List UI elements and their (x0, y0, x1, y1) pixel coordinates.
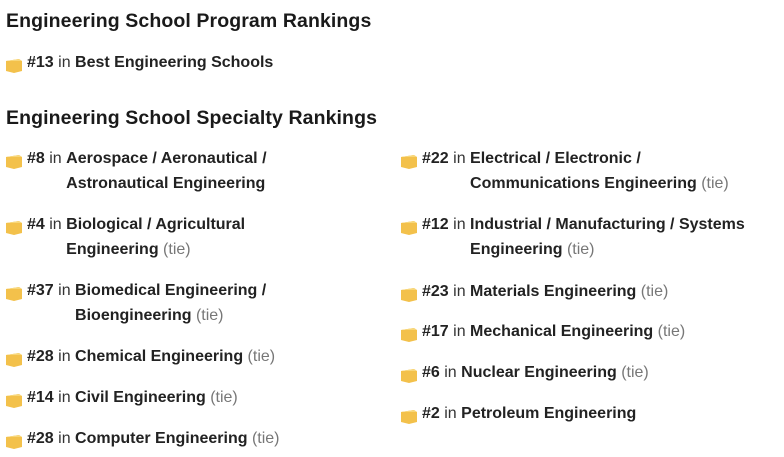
ranking-name[interactable]: Best Engineering Schools (75, 50, 273, 75)
in-label: in (439, 405, 462, 422)
tie-label: (tie) (621, 364, 649, 381)
ranking-badge-icon (6, 432, 22, 449)
ranking-name-text[interactable]: Petroleum Engineering (461, 405, 637, 422)
tie-label: (tie) (566, 241, 595, 258)
ranking-name[interactable]: Nuclear Engineering (tie) (461, 360, 649, 385)
in-label: in (53, 389, 76, 406)
ranking-badge-icon (401, 152, 417, 169)
tie-label: (tie) (210, 389, 238, 406)
tie-label: (tie) (195, 307, 224, 324)
ranking-badge-icon (6, 56, 22, 73)
ranking-badge-icon (6, 152, 22, 169)
specialty-ranking-item: #17 in Mechanical Engineering (tie) (401, 319, 685, 344)
ranking-name-text[interactable]: Biomedical Engineering / Bioengineering (75, 282, 267, 324)
ranking-name-text[interactable]: Biological / Agricultural Engineering (66, 216, 246, 258)
ranking-name[interactable]: Electrical / Electronic / Communications… (470, 146, 770, 196)
rank-number: #37 (27, 282, 54, 299)
in-label: in (439, 364, 462, 381)
ranking-name[interactable]: Industrial / Manufacturing / Systems Eng… (470, 212, 770, 262)
ranking-name-text[interactable]: Industrial / Manufacturing / Systems Eng… (470, 216, 745, 258)
specialty-ranking-item: #2 in Petroleum Engineering (401, 401, 636, 426)
rank-number: #22 (422, 150, 449, 167)
specialty-ranking-item: #22 in Electrical / Electronic / Communi… (401, 146, 770, 196)
ranking-name[interactable]: Petroleum Engineering (461, 401, 636, 426)
rank-number: #12 (422, 216, 449, 233)
ranking-name-text[interactable]: Materials Engineering (470, 283, 637, 300)
tie-label: (tie) (251, 430, 280, 447)
ranking-badge-icon (401, 285, 417, 302)
ranking-badge-icon (6, 350, 22, 367)
program-ranking-item: #13 in Best Engineering Schools (6, 50, 273, 75)
in-label: in (44, 150, 67, 167)
ranking-name-text[interactable]: Aerospace / Aeronautical / Astronautical… (66, 150, 267, 192)
rank-number: #8 (27, 150, 45, 167)
ranking-badge-icon (401, 366, 417, 383)
rank-number: #28 (27, 348, 54, 365)
ranking-name[interactable]: Materials Engineering (tie) (470, 279, 668, 304)
specialty-ranking-item: #14 in Civil Engineering (tie) (6, 385, 238, 410)
tie-label: (tie) (163, 241, 191, 258)
in-label: in (53, 430, 76, 447)
rank-number: #6 (422, 364, 440, 381)
ranking-badge-icon (401, 407, 417, 424)
specialty-ranking-item: #6 in Nuclear Engineering (tie) (401, 360, 649, 385)
ranking-badge-icon (401, 325, 417, 342)
ranking-name[interactable]: Mechanical Engineering (tie) (470, 319, 685, 344)
in-label: in (53, 282, 76, 299)
ranking-name-text[interactable]: Best Engineering Schools (75, 54, 274, 71)
program-rankings-heading: Engineering School Program Rankings (6, 10, 372, 32)
specialty-ranking-item: #28 in Computer Engineering (tie) (6, 426, 280, 451)
rank-number: #13 (27, 54, 54, 71)
in-label: in (448, 216, 471, 233)
specialty-ranking-item: #12 in Industrial / Manufacturing / Syst… (401, 212, 770, 262)
in-label: in (448, 150, 471, 167)
rank-number: #2 (422, 405, 440, 422)
tie-label: (tie) (640, 283, 669, 300)
tie-label: (tie) (247, 348, 276, 365)
specialty-ranking-item: #23 in Materials Engineering (tie) (401, 279, 668, 304)
specialty-ranking-item: #4 in Biological / Agricultural Engineer… (6, 212, 298, 262)
ranking-name[interactable]: Civil Engineering (tie) (75, 385, 238, 410)
ranking-name[interactable]: Computer Engineering (tie) (75, 426, 279, 451)
tie-label: (tie) (701, 175, 729, 192)
rank-number: #14 (27, 389, 54, 406)
in-label: in (448, 323, 471, 340)
ranking-name[interactable]: Aerospace / Aeronautical / Astronautical… (66, 146, 298, 196)
ranking-badge-icon (6, 218, 22, 235)
rank-number: #23 (422, 283, 449, 300)
ranking-name-text[interactable]: Mechanical Engineering (470, 323, 654, 340)
ranking-name-text[interactable]: Civil Engineering (75, 389, 206, 406)
ranking-name[interactable]: Biological / Agricultural Engineering (t… (66, 212, 298, 262)
ranking-name-text[interactable]: Nuclear Engineering (461, 364, 617, 381)
ranking-name-text[interactable]: Electrical / Electronic / Communications… (470, 150, 697, 192)
ranking-badge-icon (6, 391, 22, 408)
in-label: in (448, 283, 471, 300)
ranking-name-text[interactable]: Computer Engineering (75, 430, 248, 447)
specialty-ranking-item: #37 in Biomedical Engineering / Bioengin… (6, 278, 307, 328)
specialty-rankings-heading: Engineering School Specialty Rankings (6, 107, 378, 129)
ranking-name[interactable]: Chemical Engineering (tie) (75, 344, 275, 369)
specialty-ranking-item: #8 in Aerospace / Aeronautical / Astrona… (6, 146, 298, 196)
rank-number: #28 (27, 430, 54, 447)
in-label: in (44, 216, 67, 233)
in-label: in (53, 54, 76, 71)
ranking-badge-icon (401, 218, 417, 235)
ranking-name-text[interactable]: Chemical Engineering (75, 348, 244, 365)
in-label: in (53, 348, 76, 365)
tie-label: (tie) (657, 323, 686, 340)
rank-number: #17 (422, 323, 449, 340)
rank-number: #4 (27, 216, 45, 233)
ranking-name[interactable]: Biomedical Engineering / Bioengineering … (75, 278, 307, 328)
ranking-badge-icon (6, 284, 22, 301)
specialty-ranking-item: #28 in Chemical Engineering (tie) (6, 344, 275, 369)
